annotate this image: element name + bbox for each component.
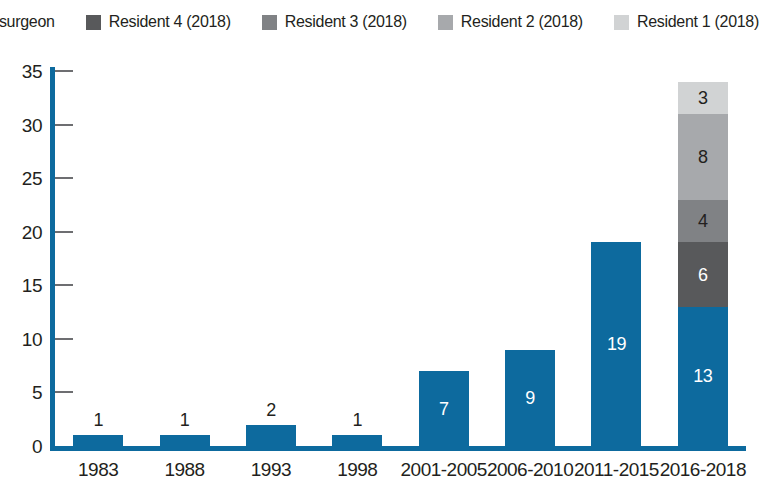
legend-label: Resident 4 (2018) [109,13,231,31]
y-tick-label: 5 [0,383,42,402]
bar-value-label: 6 [678,266,728,284]
bar-slot-1983: 1 [55,71,141,446]
stacked-bar-chart-figure: Neurosurgeon Resident 4 (2018) Resident 3 … [0,0,765,496]
bar-column [160,435,210,446]
chart-plot-area: 11217919136483 [50,67,746,451]
bar-slot-2011-2015: 19 [573,71,659,446]
bar-value-label: 1 [55,411,141,429]
bar-segment: 9 [505,350,555,446]
legend-item-0: Neurosurgeon [0,13,55,31]
legend-label: Resident 1 (2018) [637,13,759,31]
bar-segment: 3 [678,82,728,114]
bar-segment [160,435,210,446]
y-tick-label: 0 [0,437,42,456]
x-tick-label-1993: 1993 [228,460,314,484]
bar-column: 7 [419,371,469,446]
y-axis-tick-mark [55,284,73,286]
chart-legend: Neurosurgeon Resident 4 (2018) Resident 3 … [0,11,759,33]
bar-segment [246,425,296,446]
legend-swatch-icon [438,15,453,30]
bar-value-label: 7 [419,400,469,418]
bar-segment [332,435,382,446]
y-axis-tick-mark [55,70,73,72]
bar-segment [73,435,123,446]
y-tick-label: 10 [0,329,42,348]
bar-column: 9 [505,350,555,446]
bar-value-label: 8 [678,148,728,166]
legend-swatch-icon [614,15,629,30]
bar-value-label: 2 [228,401,314,419]
y-axis-tick-mark [55,391,73,393]
x-tick-label-2016-2018: 2016-2018 [660,460,746,484]
bar-slot-1988: 1 [141,71,227,446]
bar-value-label: 19 [591,335,641,353]
legend-item-3: Resident 2 (2018) [438,13,583,31]
bar-segment: 6 [678,242,728,306]
legend-label: Resident 2 (2018) [461,13,583,31]
legend-label: Neurosurgeon [0,13,55,31]
bar-value-label: 1 [314,411,400,429]
x-tick-label-2006-2010: 2006-2010 [487,460,573,484]
y-tick-label: 25 [0,169,42,188]
y-tick-label: 15 [0,276,42,295]
legend-item-2: Resident 3 (2018) [262,13,407,31]
y-axis-tick-mark [55,124,73,126]
y-axis-line [50,67,55,451]
x-axis-category-labels: 19831988199319982001-20052006-20102011-2… [55,460,746,484]
x-tick-label-1988: 1988 [141,460,227,484]
bar-slots: 11217919136483 [55,71,746,446]
legend-item-1: Resident 4 (2018) [86,13,231,31]
x-tick-label-1998: 1998 [314,460,400,484]
bar-segment: 13 [678,307,728,446]
bar-value-label: 4 [678,212,728,230]
y-tick-label: 30 [0,115,42,134]
bar-segment: 4 [678,200,728,243]
legend-swatch-icon [262,15,277,30]
bar-column [246,425,296,446]
y-axis-tick-labels: 05101520253035 [0,67,42,451]
bar-slot-2001-2005: 7 [401,71,487,446]
bar-slot-2006-2010: 9 [487,71,573,446]
legend-item-4: Resident 1 (2018) [614,13,759,31]
legend-label: Resident 3 (2018) [285,13,407,31]
bar-slot-2016-2018: 13 6 4 8 3 [660,71,746,446]
bar-value-label: 3 [678,89,728,107]
y-tick-label: 35 [0,62,42,81]
plot-inner: 11217919136483 [55,71,746,446]
y-axis-tick-mark [55,231,73,233]
x-tick-label-2011-2015: 2011-2015 [573,460,659,484]
bar-column: 19 [591,242,641,446]
x-tick-label-2001-2005: 2001-2005 [401,460,487,484]
legend-swatch-icon [86,15,101,30]
bar-segment: 19 [591,242,641,446]
bar-slot-1993: 2 [228,71,314,446]
bar-column [73,435,123,446]
bar-segment: 8 [678,114,728,200]
bar-value-label: 13 [678,367,728,385]
x-tick-label-1983: 1983 [55,460,141,484]
y-axis-tick-mark [55,338,73,340]
bar-column [332,435,382,446]
bar-segment: 7 [419,371,469,446]
y-axis-tick-mark [55,177,73,179]
y-tick-label: 20 [0,222,42,241]
x-axis-line [50,446,746,451]
bar-column: 13 6 4 8 3 [678,82,728,446]
bar-slot-1998: 1 [314,71,400,446]
bar-value-label: 9 [505,389,555,407]
bar-value-label: 1 [141,411,227,429]
